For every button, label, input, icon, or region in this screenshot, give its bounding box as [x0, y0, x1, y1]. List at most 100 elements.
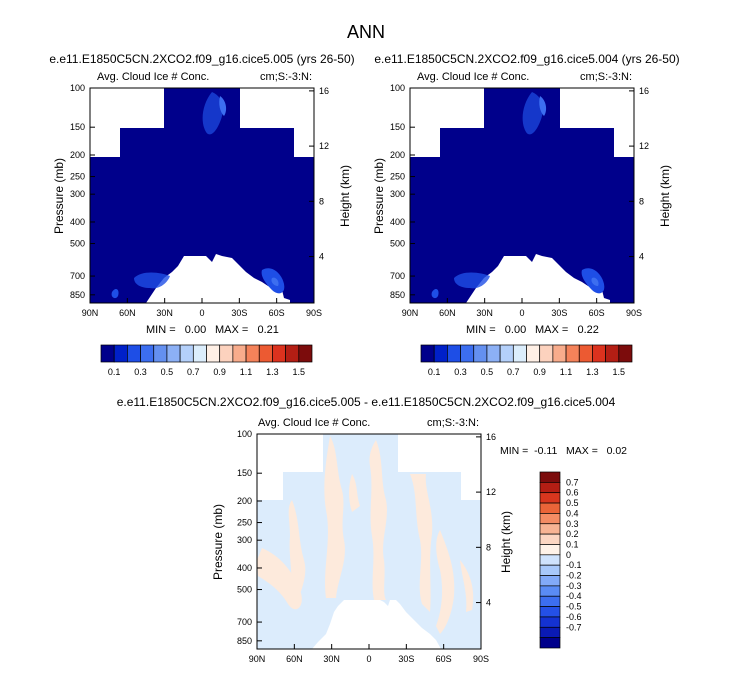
colorbar-swatch — [232, 344, 247, 363]
colorbar-swatch — [219, 344, 234, 363]
x-tick-label: 90N — [82, 308, 99, 318]
colorbar-label: 0.7 — [187, 367, 200, 377]
panel-3-ylabel: Pressure (mb) — [211, 504, 225, 580]
panel-2-blob-left — [454, 272, 490, 289]
colorbar-swatch — [526, 344, 541, 363]
panel-2-colorbar: 0.1 0.3 0.5 0.7 0.9 1.1 1.3 1.5 — [420, 344, 633, 377]
colorbar-swatch — [113, 344, 128, 363]
panel-1-blob-upper-inner — [219, 96, 227, 116]
panel-2-stat-max: MAX = 0.22 — [535, 324, 599, 336]
y-tick-label: 200 — [237, 496, 252, 506]
panel-3-x-ticks: 90N 60N 30N 0 30S 60S 90S — [249, 644, 489, 664]
colorbar-swatch — [539, 482, 561, 494]
colorbar-swatch — [605, 344, 620, 363]
panel-1-title: e.e11.E1850C5CN.2XCO2.f09_g16.cice5.005 … — [49, 52, 354, 66]
y2-tick-label: 4 — [319, 252, 324, 262]
colorbar-label: 1.5 — [613, 367, 626, 377]
y2-tick-label: 8 — [639, 196, 644, 206]
x-tick-label: 0 — [199, 308, 204, 318]
panel-1-ylabel-right: Height (km) — [338, 165, 352, 227]
panel-1-colorbar: 0.1 0.3 0.5 0.7 0.9 1.1 1.3 1.5 — [100, 344, 313, 377]
panel-2-blob-right-inner — [591, 277, 599, 286]
y-tick-label: 250 — [390, 172, 405, 182]
colorbar-swatch — [539, 585, 561, 597]
colorbar-label: 0.7 — [566, 477, 579, 487]
panel-1-blob-right-inner — [271, 277, 279, 286]
colorbar-label: 0.9 — [213, 367, 226, 377]
panel-1-field — [90, 88, 314, 303]
y-tick-label: 500 — [237, 585, 252, 595]
panel-1-blob-left — [134, 272, 170, 289]
x-tick-label: 30N — [156, 308, 173, 318]
colorbar-label: 1.3 — [266, 367, 279, 377]
y2-tick-label: 12 — [319, 141, 329, 151]
panel-2-title: e.e11.E1850C5CN.2XCO2.f09_g16.cice5.004 … — [374, 52, 679, 66]
colorbar-swatch — [140, 344, 155, 363]
colorbar-swatch — [539, 471, 561, 483]
colorbar-swatch — [539, 502, 561, 514]
panel-2-y2-ticks: 16 12 8 4 — [629, 86, 649, 262]
x-tick-label: 90N — [402, 308, 419, 318]
colorbar-swatch — [179, 344, 194, 363]
panel-3-y2-ticks: 16 12 8 4 — [476, 432, 496, 608]
panel-3: e.e11.E1850C5CN.2XCO2.f09_g16.cice5.005 … — [117, 395, 627, 664]
colorbar-swatch — [473, 344, 488, 363]
y-tick-label: 200 — [390, 150, 405, 160]
colorbar-swatch — [272, 344, 286, 363]
colorbar-swatch — [539, 344, 554, 363]
panel-3-y-ticks: 100 150 200 250 300 400 500 700 850 — [237, 429, 262, 646]
panel-3-right-label: cm;S:-3:N: — [427, 417, 479, 429]
x-tick-label: 60N — [439, 308, 456, 318]
panel-1-stat-max: MAX = 0.21 — [215, 324, 279, 336]
colorbar-swatch — [539, 523, 561, 535]
x-tick-label: 90N — [249, 654, 266, 664]
colorbar-label: 0.3 — [134, 367, 147, 377]
panel-2-blob-small — [431, 289, 439, 299]
colorbar-swatch — [552, 344, 567, 363]
x-tick-label: 30N — [476, 308, 493, 318]
y2-tick-label: 16 — [639, 86, 649, 96]
y2-tick-label: 8 — [486, 542, 491, 552]
colorbar-swatch — [539, 533, 561, 545]
panel-1-blob-small — [111, 289, 119, 299]
colorbar-swatch — [592, 344, 606, 363]
panel-1: e.e11.E1850C5CN.2XCO2.f09_g16.cice5.005 … — [49, 52, 354, 377]
y-tick-label: 700 — [237, 617, 252, 627]
colorbar-swatch — [433, 344, 448, 363]
y-tick-label: 300 — [70, 189, 85, 199]
y-tick-label: 200 — [70, 150, 85, 160]
colorbar-label: 0.5 — [161, 367, 174, 377]
panel-2-x-ticks: 90N 60N 30N 0 30S 60S 90S — [402, 298, 642, 318]
colorbar-swatch — [285, 344, 300, 363]
y-tick-label: 850 — [237, 636, 252, 646]
colorbar-label: 0.3 — [566, 519, 579, 529]
colorbar-swatch — [420, 344, 435, 363]
panel-2-field — [410, 88, 634, 303]
y-tick-label: 300 — [237, 535, 252, 545]
colorbar-swatch — [618, 344, 633, 363]
colorbar-label: 0.5 — [481, 367, 494, 377]
y2-tick-label: 12 — [639, 141, 649, 151]
colorbar-swatch — [245, 344, 260, 363]
y2-tick-label: 4 — [486, 598, 491, 608]
colorbar-swatch — [447, 344, 461, 363]
colorbar-swatch — [539, 492, 561, 504]
panel-3-positive-regions — [257, 436, 474, 634]
y-tick-label: 500 — [390, 239, 405, 249]
panel-3-plot — [257, 434, 481, 649]
panel-2: e.e11.E1850C5CN.2XCO2.f09_g16.cice5.004 … — [372, 52, 680, 377]
y-tick-label: 400 — [390, 217, 405, 227]
panel-1-y-ticks: 100 150 200 250 300 400 500 700 850 — [70, 83, 95, 300]
colorbar-label: 1.1 — [240, 367, 253, 377]
colorbar-swatch — [206, 344, 221, 363]
x-tick-label: 90S — [306, 308, 322, 318]
y-tick-label: 100 — [70, 83, 85, 93]
colorbar-swatch — [153, 344, 168, 363]
x-tick-label: 60S — [589, 308, 605, 318]
y-tick-label: 700 — [70, 271, 85, 281]
x-tick-label: 30S — [231, 308, 247, 318]
colorbar-swatch — [539, 616, 561, 628]
colorbar-label: -0.1 — [566, 560, 582, 570]
panel-2-right-label: cm;S:-3:N: — [580, 71, 632, 83]
y2-tick-label: 16 — [486, 432, 496, 442]
